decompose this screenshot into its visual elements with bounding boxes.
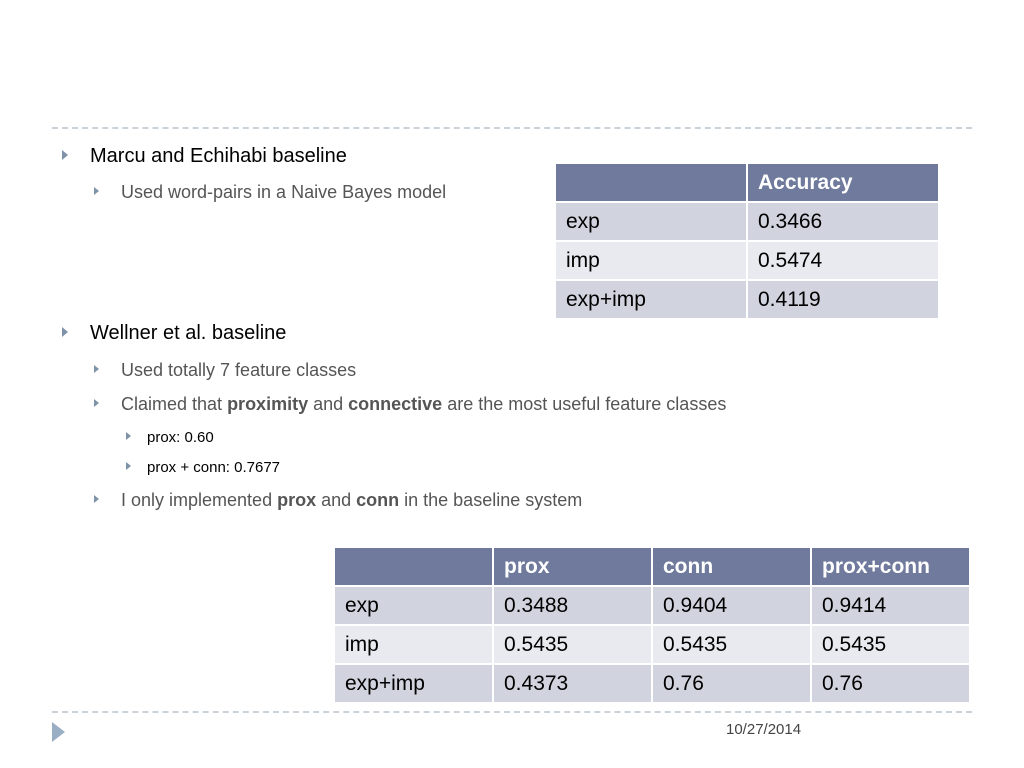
bullet-text-part: Claimed that xyxy=(121,394,228,414)
table-cell: 0.9404 xyxy=(651,585,812,626)
bullet-text-part: in the baseline system xyxy=(399,490,583,510)
bullet-bold-text: connective xyxy=(348,394,443,414)
bullet-text: prox + conn: 0.7677 xyxy=(147,459,281,476)
bullet-text-part: and xyxy=(316,490,357,510)
top-divider xyxy=(52,127,972,129)
bullet-claimed: Claimed that proximity and connective ar… xyxy=(94,394,726,415)
table-cell: 0.3466 xyxy=(746,201,940,242)
bullet-prox-conn: prox + conn: 0.7677 xyxy=(126,459,280,476)
bullet-text-part: I only implemented xyxy=(121,490,278,510)
table-cell: imp xyxy=(554,240,748,281)
table-header-cell: conn xyxy=(651,546,812,587)
table-cell: 0.5435 xyxy=(810,624,971,665)
table-cell: 0.5435 xyxy=(651,624,812,665)
bullet-implemented: I only implemented prox and conn in the … xyxy=(94,490,582,511)
table-cell: 0.76 xyxy=(810,663,971,704)
table-header-cell xyxy=(333,546,494,587)
bullet-word-pairs: Used word-pairs in a Naive Bayes model xyxy=(94,182,446,203)
table-row: exp 0.3488 0.9404 0.9414 xyxy=(333,585,971,626)
table-row: imp 0.5474 xyxy=(554,240,940,281)
bullet-text-part: and xyxy=(308,394,349,414)
table-row: exp+imp 0.4373 0.76 0.76 xyxy=(333,663,971,704)
bullet-text: prox: 0.60 xyxy=(147,429,214,446)
table-header-cell: Accuracy xyxy=(746,162,940,203)
bullet-text: Used totally 7 feature classes xyxy=(121,360,357,380)
bullet-feature-classes: Used totally 7 feature classes xyxy=(94,360,356,381)
table-cell: exp xyxy=(333,585,494,626)
bullet-bold-text: conn xyxy=(356,490,400,510)
table-cell: exp xyxy=(554,201,748,242)
table-cell: 0.4119 xyxy=(746,279,940,320)
footer-arrow-icon xyxy=(52,722,65,742)
bullet-prox: prox: 0.60 xyxy=(126,429,214,446)
table-row: exp+imp 0.4119 xyxy=(554,279,940,320)
table-header-cell: prox xyxy=(492,546,653,587)
bullet-arrow-icon xyxy=(62,326,68,337)
bullet-wellner: Wellner et al. baseline xyxy=(62,322,286,345)
table-cell: 0.5435 xyxy=(492,624,653,665)
bottom-divider xyxy=(52,711,972,713)
table-row: exp 0.3466 xyxy=(554,201,940,242)
table-header-row: Accuracy xyxy=(554,162,940,203)
accuracy-table: Accuracy exp 0.3466 imp 0.5474 exp+imp 0… xyxy=(554,162,940,320)
table-cell: 0.3488 xyxy=(492,585,653,626)
table-header-cell xyxy=(554,162,748,203)
table-cell: exp+imp xyxy=(333,663,494,704)
bullet-text: Marcu and Echihabi baseline xyxy=(90,145,347,167)
table-row: imp 0.5435 0.5435 0.5435 xyxy=(333,624,971,665)
bullet-arrow-icon xyxy=(94,187,99,196)
table-cell: exp+imp xyxy=(554,279,748,320)
bullet-bold-text: proximity xyxy=(227,394,309,414)
bullet-arrow-icon xyxy=(94,399,99,408)
table-cell: 0.4373 xyxy=(492,663,653,704)
feature-table: prox conn prox+conn exp 0.3488 0.9404 0.… xyxy=(333,546,971,704)
bullet-arrow-icon xyxy=(94,365,99,374)
bullet-arrow-icon xyxy=(62,149,68,160)
bullet-arrow-icon xyxy=(126,462,131,471)
bullet-arrow-icon xyxy=(126,432,131,441)
table-header-cell: prox+conn xyxy=(810,546,971,587)
table-cell: 0.76 xyxy=(651,663,812,704)
bullet-text: Used word-pairs in a Naive Bayes model xyxy=(121,182,447,202)
bullet-bold-text: prox xyxy=(277,490,317,510)
table-header-row: prox conn prox+conn xyxy=(333,546,971,587)
footer-date: 10/27/2014 xyxy=(726,721,802,738)
table-cell: 0.5474 xyxy=(746,240,940,281)
bullet-text-part: are the most useful feature classes xyxy=(442,394,727,414)
table-cell: 0.9414 xyxy=(810,585,971,626)
bullet-marcu: Marcu and Echihabi baseline xyxy=(62,145,347,168)
bullet-text: Wellner et al. baseline xyxy=(90,322,287,344)
bullet-arrow-icon xyxy=(94,495,99,504)
table-cell: imp xyxy=(333,624,494,665)
